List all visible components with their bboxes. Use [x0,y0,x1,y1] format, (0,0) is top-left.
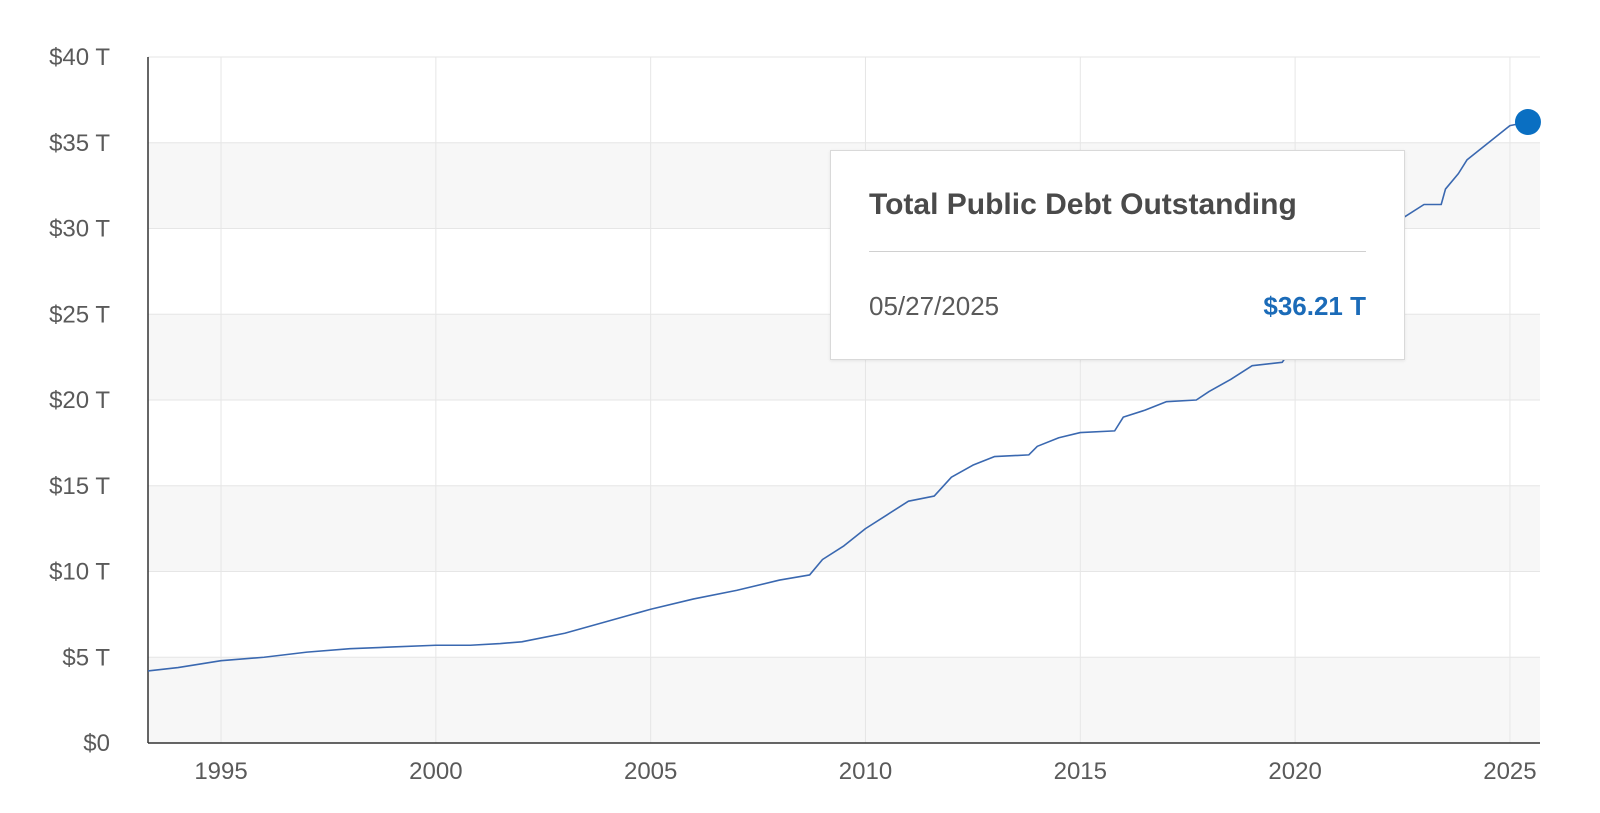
y-tick-label: $35 T [49,130,110,157]
tooltip-value: $36.21 T [1263,291,1366,321]
y-tick-label: $40 T [49,44,110,71]
y-tick-label: $30 T [49,216,110,243]
tooltip-divider [869,251,1366,252]
y-axis-tick-labels: $0 $5 T $10 T $15 T $20 T $25 T $30 T $35 T $40 … [49,44,110,757]
y-tick-label: $15 T [49,473,110,500]
y-tick-label: $0 [83,730,110,757]
axes [147,57,1540,744]
y-tick-label: $25 T [49,301,110,328]
x-tick-label: 2000 [409,758,462,785]
tooltip-row: 05/27/2025 $36.21 T [869,290,1366,322]
y-tick-label: $5 T [62,644,110,671]
y-tick-label: $20 T [49,387,110,414]
x-tick-label: 2020 [1268,758,1321,785]
tooltip: Total Public Debt Outstanding 05/27/2025… [830,150,1405,360]
y-tick-label: $10 T [49,559,110,586]
highlighted-point[interactable] [1514,108,1541,135]
tooltip-title: Total Public Debt Outstanding [869,188,1297,221]
x-tick-label: 1995 [194,758,247,785]
x-tick-label: 2025 [1483,758,1536,785]
x-tick-label: 2005 [624,758,677,785]
x-axis-tick-labels: 1995 2000 2005 2010 2015 2020 2025 [194,758,1536,785]
x-tick-label: 2010 [839,758,892,785]
band-10-15 [148,485,1540,572]
band-0-5 [148,657,1540,743]
tooltip-date: 05/27/2025 [869,291,1000,321]
x-tick-label: 2015 [1054,758,1107,785]
